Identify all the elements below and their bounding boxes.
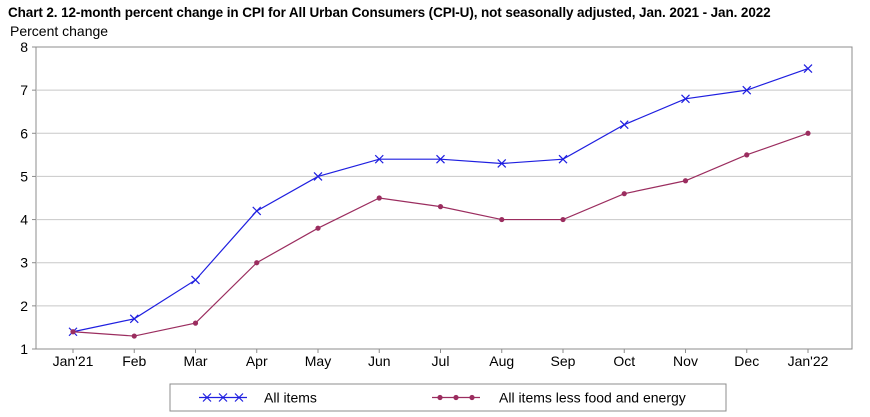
legend-label: All items	[264, 390, 317, 406]
y-tick-label: 8	[20, 39, 28, 55]
legend-marker	[202, 393, 212, 402]
legend-marker	[469, 394, 475, 401]
legend-marker	[234, 393, 244, 402]
y-tick-label: 7	[20, 82, 28, 98]
data-point-series-1	[191, 275, 200, 285]
data-point-series-2	[805, 130, 811, 136]
data-point-series-1	[313, 172, 323, 181]
y-tick-label: 3	[20, 255, 28, 271]
x-tick-label: Nov	[673, 353, 698, 369]
plot-area-border	[35, 46, 853, 350]
data-point-series-2	[560, 216, 566, 223]
x-tick-label: Mar	[183, 353, 207, 369]
data-point-series-2	[70, 329, 76, 335]
y-tick-label: 5	[20, 168, 28, 184]
legend-marker	[437, 394, 443, 401]
data-point-series-1	[742, 85, 752, 95]
data-point-series-2	[499, 216, 505, 223]
y-tick-label: 4	[20, 212, 28, 228]
data-point-series-1	[619, 120, 629, 130]
x-tick-label: Oct	[613, 353, 635, 369]
data-point-series-2	[621, 191, 627, 197]
data-point-series-1	[803, 64, 813, 73]
data-point-series-1	[558, 154, 568, 164]
data-point-series-1	[374, 154, 384, 164]
x-tick-label: May	[305, 353, 331, 369]
y-tick-label: 6	[20, 125, 28, 141]
data-point-series-1	[497, 159, 507, 168]
x-tick-label: Dec	[734, 353, 759, 369]
x-tick-label: Jun	[368, 353, 391, 369]
data-point-series-1	[129, 314, 139, 324]
data-point-series-2	[437, 204, 444, 210]
data-point-series-1	[436, 154, 445, 164]
legend-marker	[218, 393, 228, 402]
y-tick-label: 2	[20, 298, 28, 314]
y-axis-label: Percent change	[10, 23, 109, 39]
x-tick-label: Feb	[122, 353, 146, 369]
legend-entry-2: All items less food and energy	[432, 390, 686, 406]
x-tick-label: Aug	[489, 353, 514, 369]
series-line-1	[72, 68, 809, 333]
x-tick-label: Jan'22	[788, 353, 829, 369]
chart-title: Chart 2. 12-month percent change in CPI …	[8, 5, 771, 20]
x-tick-label: Apr	[246, 353, 268, 369]
data-point-series-2	[192, 320, 199, 326]
data-point-series-2	[254, 260, 260, 266]
data-point-series-2	[682, 178, 689, 184]
data-point-series-2	[315, 225, 321, 231]
legend-entry-1: All items	[199, 390, 317, 406]
data-point-series-2	[744, 152, 750, 158]
x-tick-label: Jan'21	[53, 353, 94, 369]
data-point-series-2	[376, 195, 382, 201]
x-tick-label: Sep	[551, 353, 576, 369]
data-point-series-1	[681, 94, 690, 104]
legend-marker	[453, 394, 459, 401]
y-tick-label: 1	[20, 341, 28, 357]
x-tick-label: Jul	[432, 353, 450, 369]
legend-label: All items less food and energy	[499, 390, 686, 406]
data-point-series-2	[131, 333, 137, 339]
data-point-series-1	[252, 206, 262, 216]
